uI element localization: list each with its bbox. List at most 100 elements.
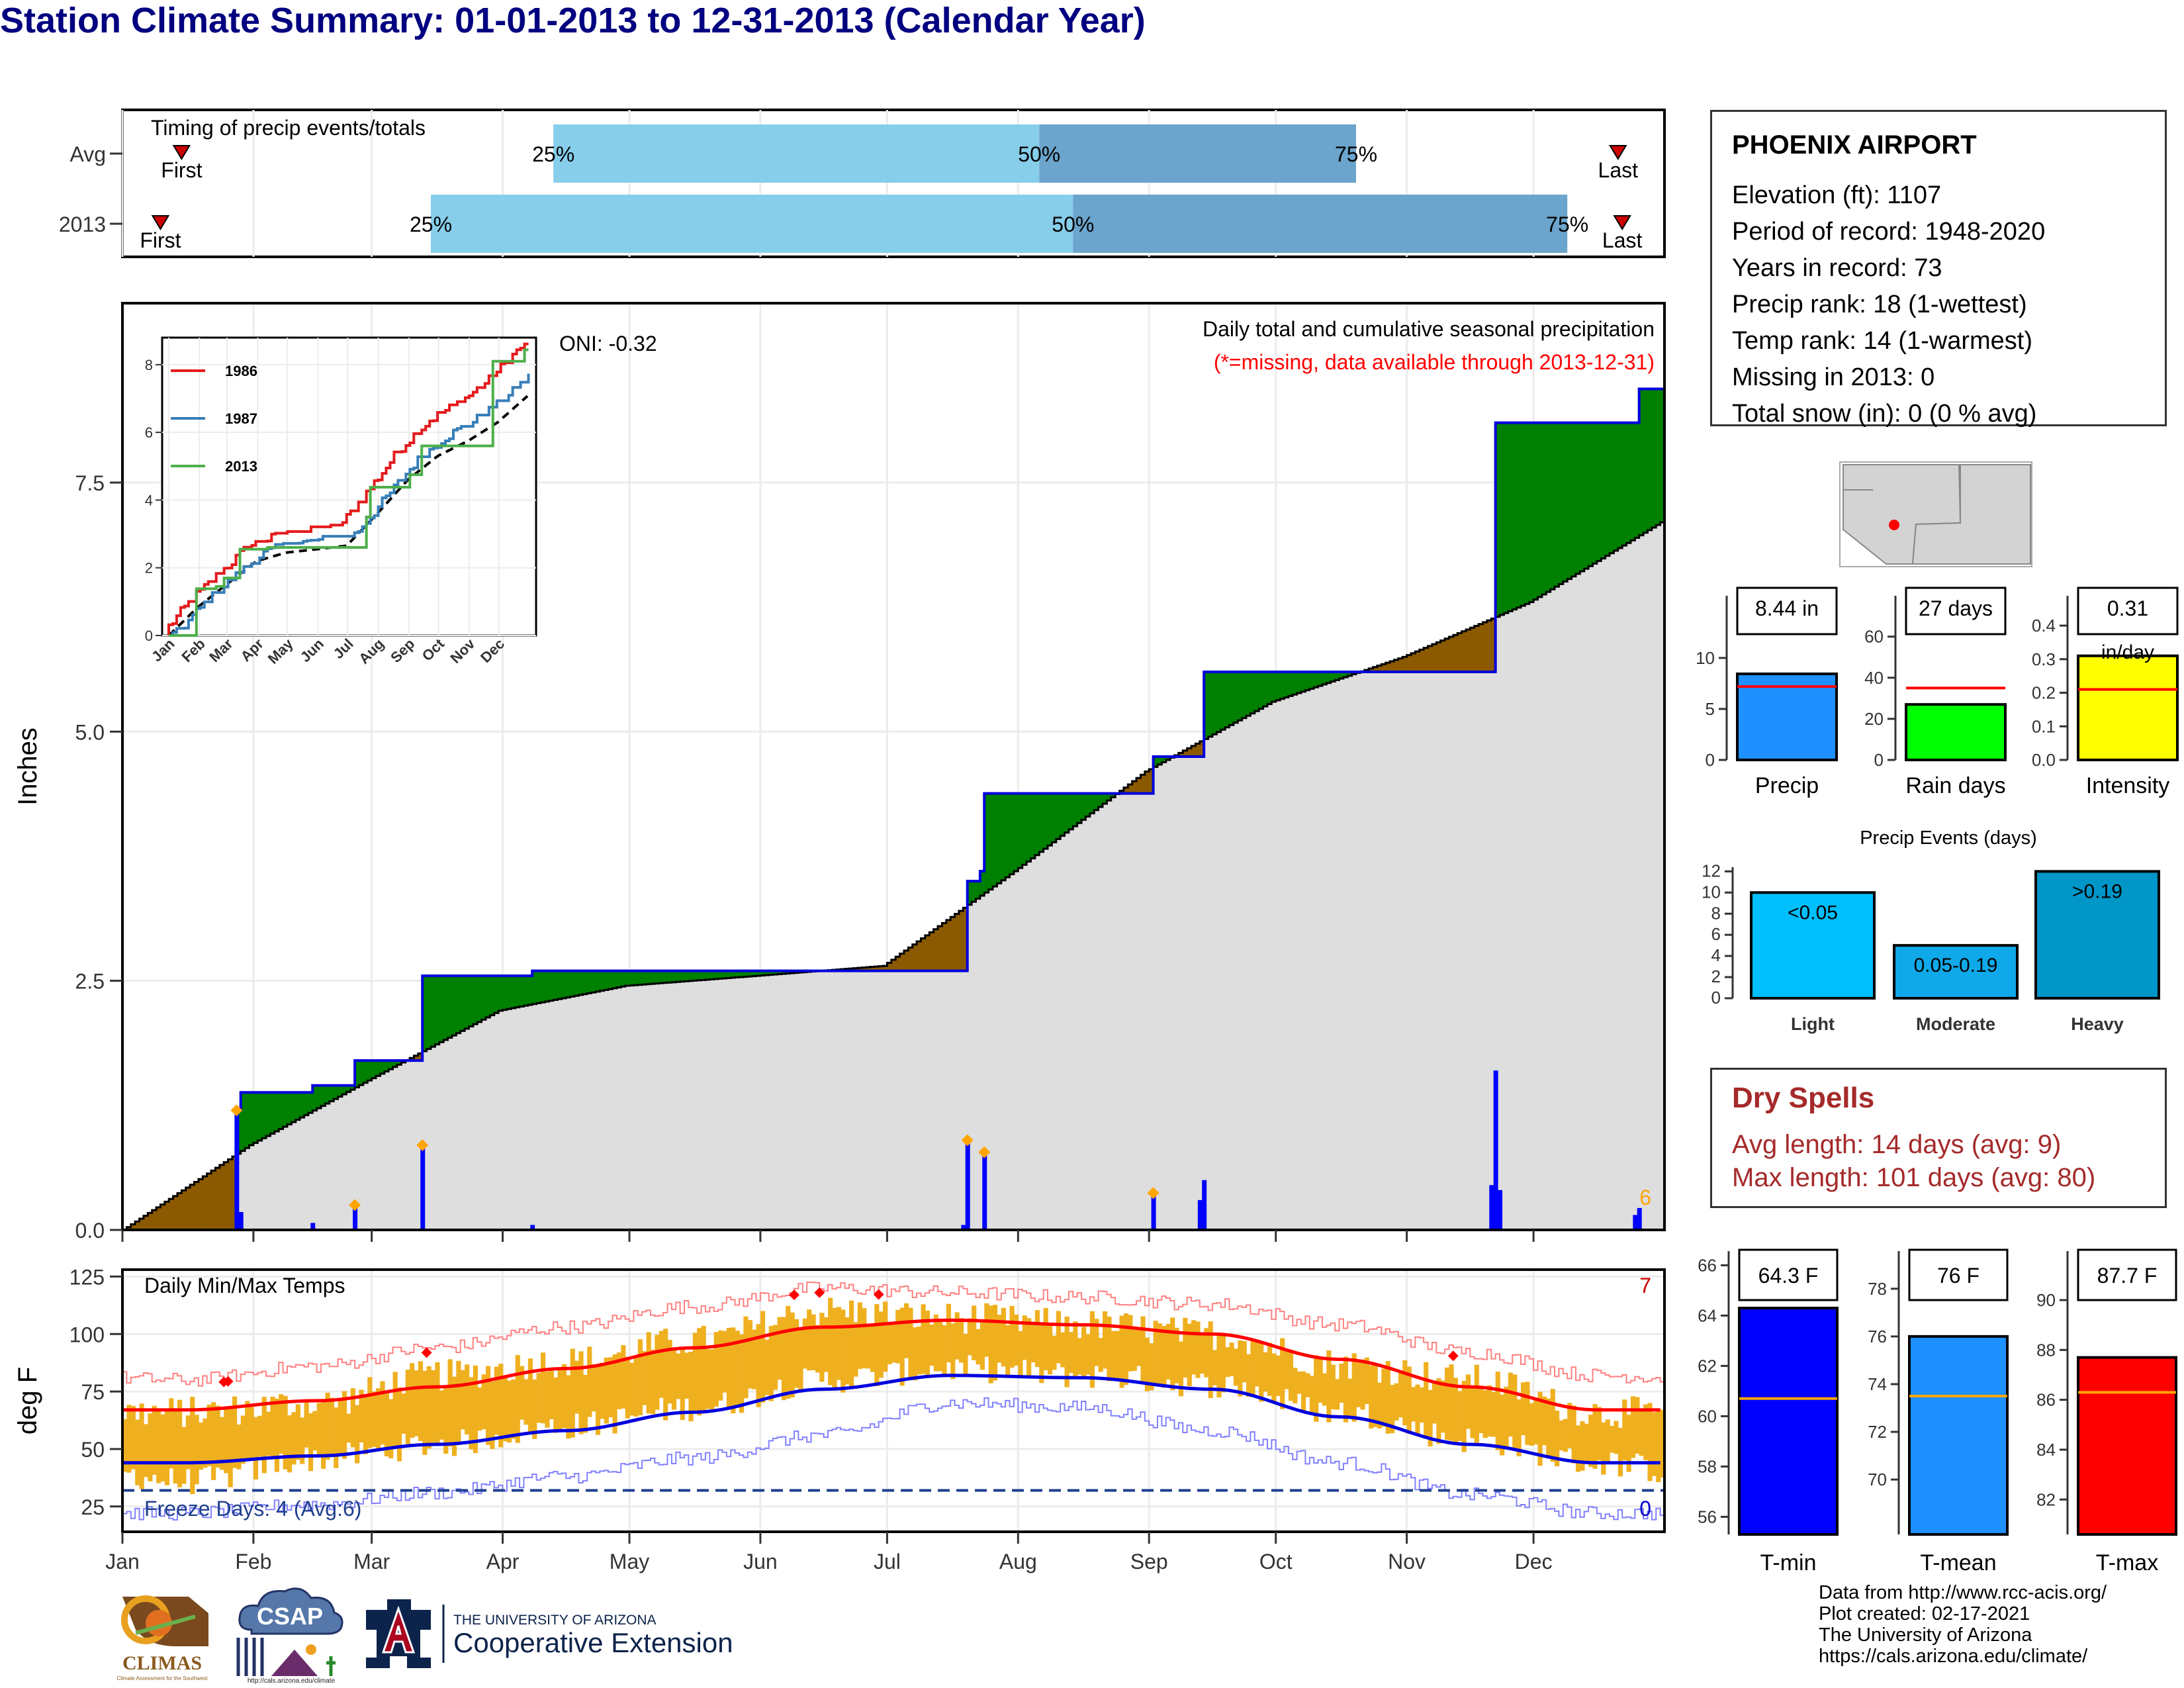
daily-temp-bar (456, 1360, 461, 1445)
gauge-tick-label: 0.3 (2032, 649, 2056, 669)
above-avg-fill (1309, 671, 1314, 689)
above-avg-fill (443, 976, 449, 1041)
daily-temp-bar (1335, 1379, 1340, 1410)
event-bar (1893, 944, 2019, 1000)
above-avg-fill (367, 1060, 373, 1081)
above-avg-fill (1639, 389, 1644, 536)
y-tick-label: 7.5 (75, 471, 105, 495)
above-avg-fill (600, 970, 605, 991)
daily-temp-bar (1567, 1403, 1572, 1448)
daily-precip-bar (1202, 1180, 1207, 1230)
daily-temp-bar (811, 1314, 816, 1370)
daily-temp-bar (773, 1325, 778, 1390)
above-avg-fill (511, 976, 516, 1009)
below-avg-fill (1415, 651, 1420, 672)
extreme-precip-marker (1147, 1187, 1160, 1199)
daily-temp-bar (705, 1349, 711, 1409)
daily-temp-bar (431, 1370, 436, 1445)
daily-temp-bar (1647, 1403, 1653, 1481)
timing-marker-label: First (161, 158, 202, 182)
daily-temp-bar (325, 1392, 330, 1460)
daily-temp-bar (642, 1351, 647, 1405)
daily-temp-bar (215, 1405, 220, 1468)
daily-temp-bar (1474, 1364, 1479, 1443)
above-avg-fill (637, 970, 643, 985)
above-avg-fill (688, 970, 694, 981)
daily-temp-bar (570, 1348, 575, 1438)
above-avg-fill (972, 881, 977, 902)
below-avg-fill (177, 1193, 182, 1230)
daily-temp-bar (359, 1389, 364, 1443)
gauge-value-label: 27 days (1919, 596, 1993, 620)
event-bar-label: 0.05-0.19 (1914, 955, 1998, 976)
daily-temp-bar (523, 1379, 529, 1425)
below-avg-fill (1394, 659, 1399, 672)
above-avg-fill (752, 970, 757, 976)
above-avg-fill (376, 1060, 381, 1076)
above-avg-fill (1630, 422, 1635, 541)
climas-logo[interactable]: CLIMAS Climate Assessment for the Southw… (109, 1583, 215, 1683)
daily-temp-bar (680, 1348, 685, 1421)
daily-temp-bar (443, 1387, 449, 1454)
daily-temp-bar (697, 1328, 702, 1416)
daily-temp-bar (1233, 1348, 1239, 1386)
above-avg-fill (1246, 671, 1251, 716)
above-avg-fill (460, 976, 465, 1031)
above-avg-fill (722, 970, 727, 979)
above-avg-fill (701, 970, 706, 980)
above-avg-fill (557, 970, 563, 1000)
above-avg-fill (502, 976, 508, 1010)
below-avg-fill (139, 1218, 144, 1230)
above-avg-fill (341, 1085, 347, 1095)
below-avg-fill (1432, 644, 1437, 672)
daily-temp-bar (1043, 1307, 1048, 1371)
above-avg-fill (1005, 793, 1011, 878)
x-tick-label: Apr (486, 1550, 520, 1573)
daily-temp-bar (1322, 1373, 1328, 1406)
daily-temp-bar (1102, 1311, 1108, 1369)
daily-temp-bar (946, 1303, 951, 1363)
ua-cooperative-extension-logo[interactable]: THE UNIVERSITY OF ARIZONA Cooperative Ex… (361, 1597, 745, 1669)
daily-temp-bar (1284, 1348, 1289, 1389)
above-avg-fill (1081, 793, 1087, 820)
daily-temp-bar (1377, 1382, 1383, 1429)
daily-temp-bar (878, 1311, 884, 1378)
daily-temp-bar (574, 1360, 580, 1414)
above-avg-fill (680, 970, 685, 982)
daily-temp-bar (1617, 1427, 1623, 1477)
daily-temp-bar (942, 1325, 947, 1376)
daily-temp-bar (1318, 1359, 1323, 1403)
daily-temp-bar (1516, 1399, 1522, 1457)
below-avg-fill (1453, 635, 1458, 672)
gauge-tick-label: 20 (1864, 709, 1884, 729)
above-avg-fill (1520, 422, 1525, 606)
below-avg-fill (950, 917, 956, 971)
above-avg-fill (1085, 793, 1091, 817)
daily-temp-bar (1457, 1391, 1463, 1441)
temp-gauge-tick-label: 76 (1868, 1327, 1887, 1346)
below-avg-fill (156, 1207, 161, 1230)
above-avg-fill (1335, 671, 1340, 680)
daily-temp-bar (1009, 1305, 1015, 1368)
temp-gauge-tick-label: 66 (1698, 1255, 1717, 1275)
above-avg-fill (608, 970, 614, 990)
daily-temp-bar (206, 1404, 212, 1466)
daily-temp-bar (1094, 1319, 1099, 1366)
above-avg-fill (705, 970, 710, 980)
daily-temp-bar (245, 1401, 250, 1460)
daily-temp-bar (1220, 1333, 1226, 1393)
daily-temp-bar (997, 1315, 1002, 1363)
daily-temp-bar (731, 1327, 736, 1414)
daily-temp-bar (1263, 1352, 1268, 1392)
csap-logo[interactable]: CSAP http://cals.arizona.edu/climate (232, 1583, 351, 1685)
inset-y-tick-label: 4 (145, 492, 153, 508)
daily-temp-bar (139, 1403, 144, 1489)
event-category-label: Moderate (1916, 1014, 1995, 1034)
above-avg-fill (485, 976, 490, 1018)
above-avg-fill (659, 970, 664, 984)
daily-temp-bar (1018, 1331, 1023, 1377)
above-avg-fill (1208, 671, 1213, 737)
daily-temp-bar (1204, 1328, 1209, 1378)
daily-temp-bar (1195, 1321, 1201, 1378)
daily-precip-bar (982, 1152, 987, 1230)
